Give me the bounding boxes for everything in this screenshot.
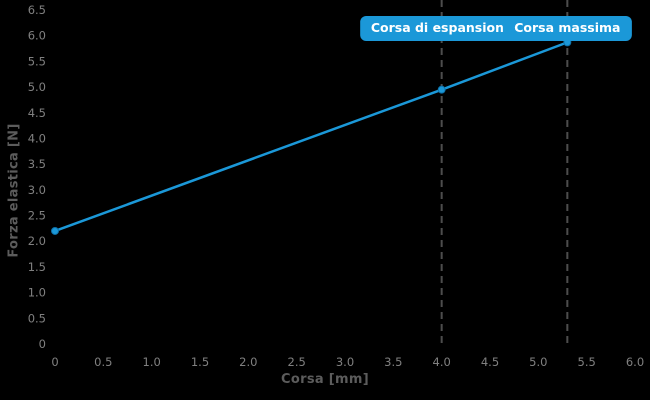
y-tick-label: 4.0 bbox=[28, 131, 46, 145]
y-tick-label: 6.5 bbox=[28, 3, 46, 17]
data-point-marker bbox=[51, 226, 59, 235]
y-tick-label: 3.0 bbox=[28, 183, 46, 197]
x-tick-label: 0.5 bbox=[94, 355, 112, 369]
y-tick-label: 0.5 bbox=[28, 311, 46, 325]
y-tick-label: 0 bbox=[39, 337, 46, 351]
y-tick-label: 5.5 bbox=[28, 54, 46, 68]
x-tick-label: 3.0 bbox=[336, 355, 354, 369]
y-tick-label: 3.5 bbox=[28, 157, 46, 171]
y-tick-label: 5.0 bbox=[28, 80, 46, 94]
x-tick-label: 4.5 bbox=[481, 355, 499, 369]
x-tick-label: 2.5 bbox=[288, 355, 306, 369]
y-tick-label: 1.0 bbox=[28, 286, 46, 300]
x-tick-label: 2.0 bbox=[239, 355, 257, 369]
y-axis-title: Forza elastica [N] bbox=[6, 123, 22, 258]
y-tick-label: 1.5 bbox=[28, 260, 46, 274]
x-tick-label: 1.5 bbox=[191, 355, 209, 369]
annotation-label: Corsa massima bbox=[503, 16, 632, 42]
data-point-marker bbox=[437, 85, 446, 94]
x-tick-label: 5.5 bbox=[578, 355, 596, 369]
x-tick-label: 4.0 bbox=[433, 355, 451, 369]
y-tick-label: 2.0 bbox=[28, 234, 46, 248]
x-tick-label: 1.0 bbox=[143, 355, 161, 369]
y-tick-label: 2.5 bbox=[28, 209, 46, 223]
x-tick-label: 6.0 bbox=[626, 355, 644, 369]
annotation-label: Corsa di espansione bbox=[359, 16, 524, 42]
y-tick-label: 4.5 bbox=[28, 106, 46, 120]
y-tick-label: 6.0 bbox=[28, 29, 46, 43]
x-tick-label: 0 bbox=[51, 355, 58, 369]
x-tick-label: 3.5 bbox=[384, 355, 402, 369]
x-tick-label: 5.0 bbox=[529, 355, 547, 369]
data-line bbox=[53, 41, 569, 233]
x-axis-title: Corsa [mm] bbox=[281, 372, 369, 387]
